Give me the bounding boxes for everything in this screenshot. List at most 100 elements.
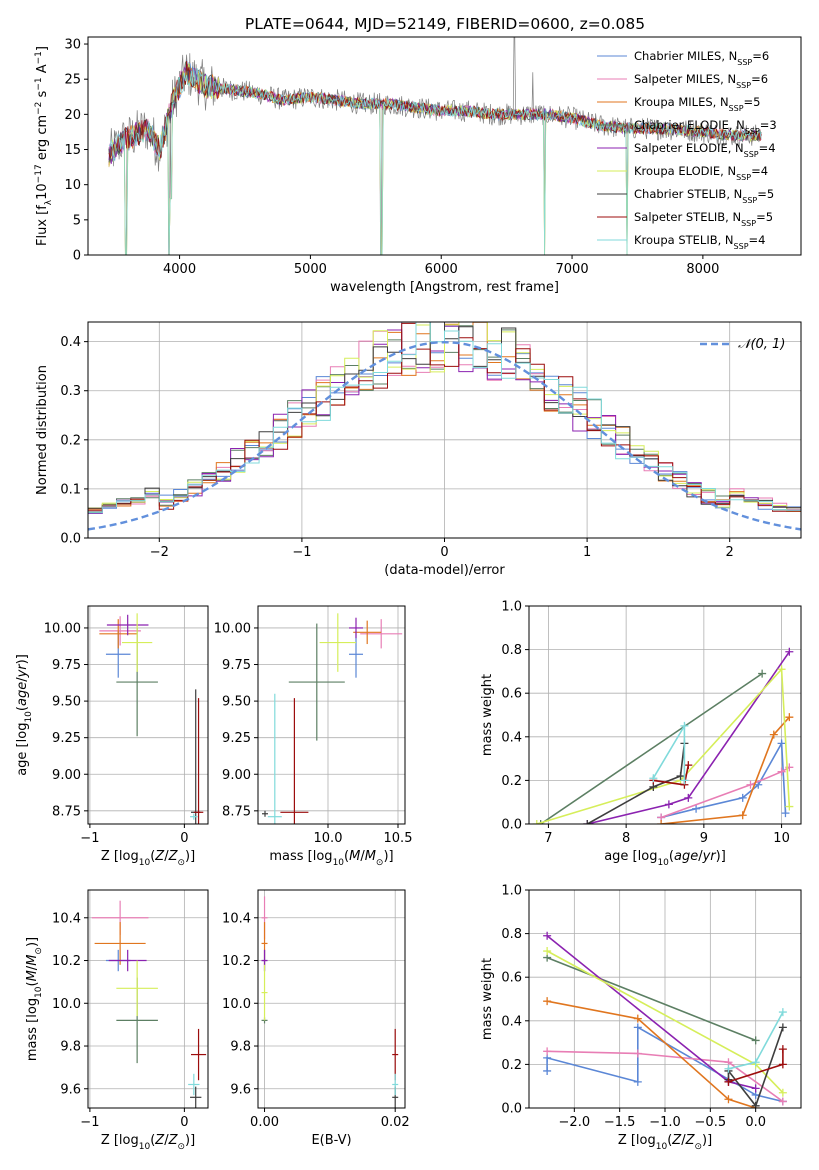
y-tick-label: 8.75 — [222, 804, 251, 819]
label-part: 10 — [333, 858, 345, 868]
y-tick-label: 1.0 — [501, 884, 522, 899]
y-tick-label: 9.8 — [60, 1040, 81, 1055]
y-tick-label: 9.50 — [52, 695, 81, 710]
label-part: / — [15, 677, 30, 682]
legend-n: =6 — [752, 49, 769, 63]
series-line-chabrier-elodie — [540, 672, 763, 824]
legend-label-kroupa-miles: Kroupa MILES, NSSP=5 — [634, 95, 760, 113]
series-line-chabrier-stelib — [727, 1027, 784, 1108]
label-part: Flux [f — [35, 205, 50, 246]
point-chabrier-miles — [781, 809, 790, 818]
label-part: 10 — [139, 858, 151, 868]
label-part: −17 — [34, 164, 44, 183]
x-tick-label: 0.00 — [250, 1115, 279, 1130]
x-tick-label: −1 — [292, 545, 311, 560]
legend-model: Salpeter ELODIE, N — [634, 141, 744, 155]
x-tick-label: 8 — [622, 831, 630, 846]
legend-label-salpeter-stelib: Salpeter STELIB, NSSP=5 — [634, 210, 773, 228]
residuals-panel: −2 −1 0 1 2 0.0 0.1 0.2 0.3 0.4 (data-model)/error… — [35, 321, 802, 578]
y-tick-label: 10.4 — [222, 911, 251, 926]
y-tick-label: 0.2 — [501, 1058, 522, 1073]
point-salpeter-miles — [746, 780, 755, 789]
legend-model: Salpeter STELIB, N — [634, 210, 741, 224]
legend-label-salpeter-elodie: Salpeter ELODIE, NSSP=4 — [634, 141, 776, 159]
y-tick-label: 9.75 — [52, 658, 81, 673]
label-part: 10 — [656, 1142, 668, 1152]
point-kroupa-miles — [738, 811, 747, 820]
label-part: / — [164, 1133, 169, 1148]
label-part: age — [674, 849, 698, 864]
legend-n: =5 — [756, 210, 773, 224]
label-part: / — [698, 849, 703, 864]
point-chabrier-miles — [633, 1023, 642, 1032]
label-part: ⊙ — [177, 1142, 185, 1152]
x-tick-label: 8000 — [686, 262, 719, 277]
label-part: )] — [185, 1133, 195, 1148]
series-line-kroupa-miles — [661, 716, 790, 824]
label-part: M — [365, 849, 376, 864]
plot-area — [532, 647, 794, 824]
x-tick-label: 10.5 — [384, 831, 413, 846]
x-tick-label: 1 — [583, 545, 591, 560]
point-kroupa-stelib — [649, 774, 658, 783]
x-tick-label: 6000 — [425, 262, 458, 277]
label-part: 10 — [657, 858, 669, 868]
x-tick-label: −1.5 — [604, 1115, 636, 1130]
point-kroupa-stelib — [778, 1008, 787, 1017]
point-chabrier-elodie — [536, 820, 545, 824]
y-tick-label: 30 — [64, 38, 81, 53]
axes-frame — [257, 889, 406, 1109]
label-part: age [log — [604, 849, 657, 864]
y-tick-label: 0.2 — [60, 433, 81, 448]
point-chabrier-stelib — [778, 1023, 787, 1032]
y-tick-label: 9.00 — [52, 768, 81, 783]
y-tick-label: 10.2 — [222, 954, 251, 969]
x-tick-label: −2 — [150, 545, 169, 560]
x-tick-label: 0 — [180, 1115, 188, 1130]
y-tick-label: 25 — [64, 73, 81, 88]
legend-model: Kroupa STELIB, N — [634, 233, 734, 247]
x-tick-label: −2.0 — [559, 1115, 591, 1130]
spectrum-model-chabrier-stelib — [108, 60, 762, 163]
point-chabrier-elodie — [751, 1036, 760, 1045]
x-tick-label: 10 — [773, 831, 790, 846]
y-tick-label: 5 — [73, 213, 81, 228]
y-tick-label: 9.50 — [222, 695, 251, 710]
y-tick-label: 15 — [64, 143, 81, 158]
label-part: Z — [154, 1133, 165, 1148]
label-part: ( — [344, 849, 349, 864]
plot-area — [99, 613, 204, 824]
y-tick-label: 1.0 — [501, 600, 522, 615]
mass-vs-z-panel: −1 09.69.810.010.210.4Z [log10(Z/Z⊙)]mass… — [25, 889, 209, 1152]
legend-n: =6 — [751, 72, 768, 86]
point-salpeter-miles — [543, 1047, 552, 1056]
series-line-chabrier-stelib — [586, 743, 686, 824]
label-part: M — [349, 849, 360, 864]
point-salpeter-miles — [777, 767, 786, 776]
spectrum-model-kroupa-stelib — [108, 68, 762, 255]
series-line-salpeter-miles — [547, 1050, 784, 1103]
y-tick-label: 0.2 — [501, 774, 522, 789]
point-kroupa-miles — [724, 1095, 733, 1104]
legend-sub: SSP — [729, 104, 744, 113]
axes-frame — [87, 605, 209, 825]
x-axis-label: Z [log10(Z/Z⊙)] — [618, 1133, 712, 1152]
point-salpeter-elodie — [785, 647, 794, 656]
gauss-curve — [88, 340, 801, 531]
label-part: Z [log — [101, 1133, 139, 1148]
point-chabrier-stelib — [583, 820, 592, 824]
y-tick-label: 9.75 — [222, 658, 251, 673]
label-part: )] — [15, 654, 30, 664]
label-part: )] — [716, 849, 726, 864]
x-tick-label: −1.0 — [649, 1115, 681, 1130]
y-tick-label: 9.8 — [230, 1040, 251, 1055]
label-part: / — [25, 965, 40, 970]
point-salpeter-stelib — [778, 1045, 787, 1054]
label-part: )] — [383, 849, 393, 864]
y-axis-label: Normed distribution — [35, 365, 50, 495]
point-kroupa-miles — [633, 1014, 642, 1023]
label-part: ⊙ — [177, 858, 185, 868]
y-tick-label: 10.00 — [44, 621, 81, 636]
legend-label-gauss: 𝒩(0, 1) — [738, 337, 785, 352]
